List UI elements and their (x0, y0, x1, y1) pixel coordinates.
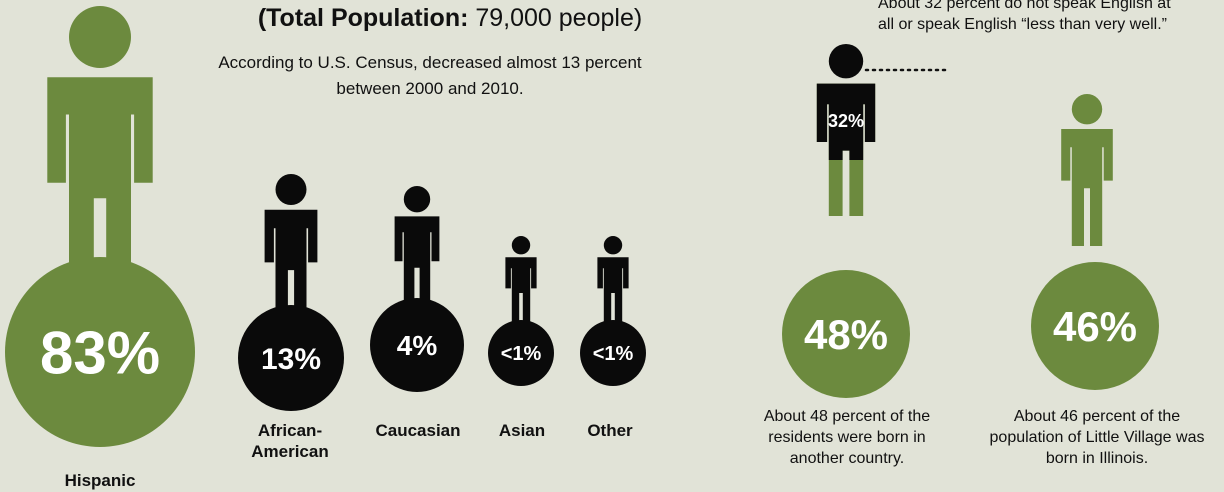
label-other: Other (587, 421, 633, 440)
value-born-illinois-circle (1031, 262, 1159, 390)
value-asian-label: <1% (501, 343, 542, 365)
person-asian (505, 236, 537, 328)
value-african-american-label: 13% (261, 343, 321, 376)
person-african-american-body (264, 209, 318, 329)
person-foreign-born (816, 44, 876, 216)
value-foreign-born-label: 48% (804, 311, 888, 358)
label-caucasian: Caucasian (375, 421, 461, 440)
person-asian-head (511, 236, 531, 255)
value-hispanic-circle (5, 257, 195, 447)
value-foreign-born-circle (782, 270, 910, 398)
person-african-american-head (275, 174, 307, 205)
value-caucasian-label: 4% (397, 330, 438, 361)
person-hispanic (47, 6, 153, 316)
person-asian-body (505, 257, 537, 328)
person-foreign-born-torso (816, 83, 876, 160)
caption-born-illinois: About 46 percent of the population of Li… (989, 408, 1205, 467)
person-foreign-born-head (828, 44, 864, 79)
person-born-illinois-body (1061, 129, 1113, 246)
value-caucasian-circle (370, 298, 464, 392)
caption-foreign-born: About 48 percent of the residents were b… (763, 408, 931, 467)
english-annotation: About 32 percent do not speak English at… (878, 0, 1171, 33)
label-asian: Asian (498, 421, 546, 440)
person-caucasian (394, 186, 440, 318)
label-hispanic: Hispanic (64, 471, 136, 490)
person-hispanic-head (69, 6, 131, 68)
person-other-head (603, 236, 623, 255)
person-caucasian-head (403, 186, 431, 213)
person-born-illinois (1061, 94, 1113, 246)
value-african-american-circle (238, 305, 344, 411)
person-caucasian-body (394, 216, 440, 318)
person-other-body (597, 257, 629, 328)
person-hispanic-body (47, 77, 153, 316)
value-asian-circle (488, 320, 554, 386)
value-other-label: <1% (593, 343, 634, 365)
label-african-american: African-American (251, 421, 329, 461)
value-born-illinois-label: 46% (1053, 303, 1137, 350)
value-hispanic-label: 83% (40, 320, 160, 387)
page-title: (Total Population: 79,000 people) (257, 4, 643, 32)
inner-value-english: 32% (828, 111, 864, 131)
person-other (597, 236, 629, 328)
page-subtitle: According to U.S. Census, decreased almo… (218, 53, 642, 98)
person-born-illinois-head (1071, 94, 1103, 125)
person-african-american (264, 174, 318, 329)
value-other-circle (580, 320, 646, 386)
